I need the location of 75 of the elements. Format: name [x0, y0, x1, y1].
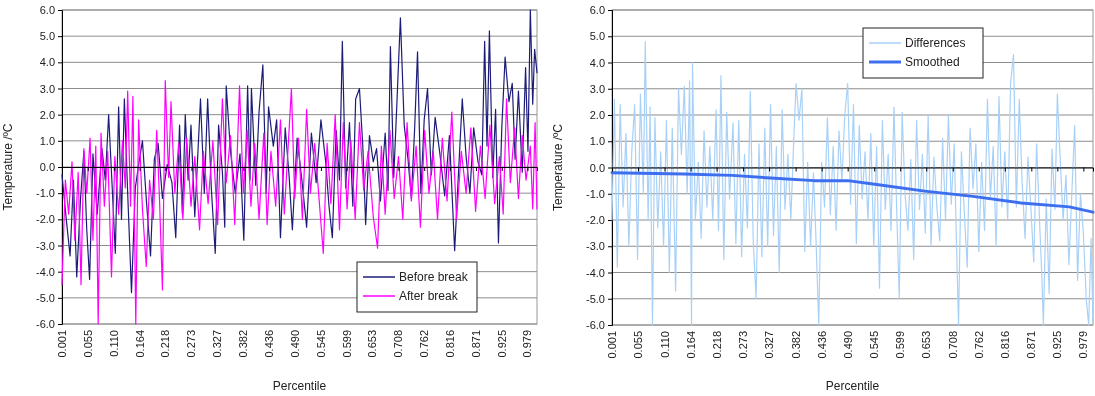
x-tick-label: 0.273: [737, 331, 750, 359]
x-tick-label: 0.871: [470, 330, 483, 358]
x-tick-label: 0.001: [606, 331, 618, 359]
y-tick-label: -6.0: [36, 318, 55, 331]
y-tick-label: 1.0: [39, 134, 55, 147]
y-axis-title: Temperature /ºC: [1, 123, 15, 211]
x-tick-label: 0.599: [894, 331, 907, 359]
x-tick-label: 0.762: [972, 331, 985, 359]
x-tick-label: 0.218: [710, 331, 723, 359]
x-tick-label: 0.925: [1051, 331, 1064, 359]
x-tick-label: 0.382: [237, 330, 250, 358]
x-tick-label: 0.055: [632, 331, 645, 359]
x-tick-label: 0.164: [133, 330, 146, 358]
x-tick-label: 0.327: [763, 331, 776, 359]
x-tick-label: 0.490: [841, 331, 854, 359]
x-tick-label: 0.979: [521, 330, 534, 358]
x-tick-label: 0.979: [1077, 331, 1090, 359]
x-tick-label: 0.653: [920, 331, 933, 359]
y-tick-label: -6.0: [586, 319, 605, 332]
y-tick-label: 3.0: [589, 82, 605, 95]
y-tick-label: 3.0: [39, 82, 55, 95]
y-tick-label: -4.0: [36, 265, 55, 278]
x-tick-label: 0.110: [658, 331, 671, 358]
y-tick-label: -2.0: [586, 214, 605, 227]
x-tick-label: 0.164: [684, 331, 697, 359]
x-axis-title: Percentile: [272, 379, 327, 393]
x-tick-label: 0.871: [1025, 331, 1038, 359]
y-axis-title: Temperature /ºC: [551, 123, 565, 212]
x-tick-label: 0.110: [107, 330, 120, 357]
x-tick-label: 0.599: [340, 330, 353, 358]
y-tick-label: 4.0: [589, 56, 605, 69]
x-tick-label: 0.545: [868, 331, 881, 359]
y-tick-label: 0.0: [589, 161, 605, 174]
y-tick-label: -2.0: [36, 213, 55, 226]
x-tick-label: 0.490: [288, 330, 301, 358]
y-tick-label: 6.0: [39, 4, 55, 17]
x-tick-label: 0.545: [314, 330, 327, 358]
y-tick-label: -1.0: [586, 187, 605, 200]
x-tick-label: 0.218: [159, 330, 172, 358]
y-tick-label: 4.0: [39, 56, 55, 69]
legend-label: Before break: [399, 270, 469, 284]
x-tick-label: 0.925: [495, 330, 508, 358]
y-tick-label: 2.0: [589, 109, 605, 122]
x-tick-label: 0.055: [81, 330, 94, 358]
x-tick-label: 0.436: [263, 330, 276, 358]
y-tick-label: -5.0: [586, 292, 605, 305]
x-tick-label: 0.816: [998, 331, 1011, 359]
x-tick-label: 0.708: [392, 330, 405, 358]
x-tick-label: 0.436: [815, 331, 828, 359]
line-series: [610, 171, 1095, 214]
y-tick-label: -3.0: [36, 239, 55, 252]
x-tick-label: 0.327: [211, 330, 224, 358]
x-tick-label: 0.653: [366, 330, 379, 358]
y-tick-label: 2.0: [39, 108, 55, 121]
legend-label: After break: [399, 289, 459, 303]
legend-label: Smoothed: [905, 55, 960, 69]
line-series: [61, 80, 538, 325]
y-tick-label: 1.0: [589, 135, 605, 148]
x-tick-label: 0.708: [946, 331, 959, 359]
y-tick-label: 0.0: [39, 161, 55, 174]
x-axis-title: Percentile: [825, 379, 880, 393]
y-tick-label: -3.0: [586, 240, 605, 253]
y-tick-label: 5.0: [39, 30, 55, 43]
y-tick-label: -5.0: [36, 291, 55, 304]
y-tick-label: 5.0: [589, 30, 605, 43]
x-tick-label: 0.816: [443, 330, 456, 358]
x-tick-label: 0.001: [56, 330, 68, 358]
legend-label: Differences: [905, 36, 966, 50]
y-tick-label: 6.0: [589, 4, 605, 17]
x-tick-label: 0.762: [418, 330, 431, 358]
x-tick-label: 0.382: [789, 331, 802, 359]
y-tick-label: -1.0: [36, 187, 55, 200]
y-tick-label: -4.0: [586, 266, 605, 279]
x-tick-label: 0.273: [185, 330, 198, 358]
line-series: [611, 40, 1094, 326]
